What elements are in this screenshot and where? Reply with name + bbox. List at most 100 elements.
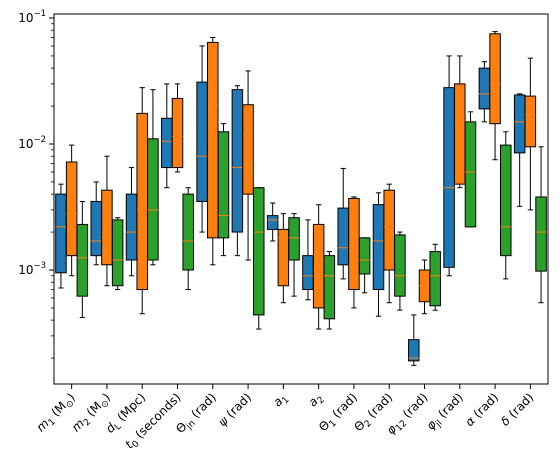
box-phi_jl-0 — [443, 55, 455, 277]
box-delta-2 — [535, 146, 547, 304]
box-phi_jl-2 — [464, 111, 477, 228]
x-label-part: 2 — [316, 395, 327, 406]
box-iqr — [337, 207, 349, 266]
box-theta2-0 — [372, 192, 385, 317]
y-tick-base: 10 — [18, 11, 33, 25]
box-theta1-2 — [358, 237, 371, 294]
box-phi_jl-1 — [454, 55, 466, 189]
x-category-label-psi: ψ (rad) — [215, 390, 254, 429]
box-iqr — [443, 87, 455, 268]
x-category-label-m1: m1 (M⊙) — [34, 390, 80, 436]
box-iqr — [288, 217, 300, 261]
box-iqr — [312, 223, 325, 309]
box-m2-2 — [111, 217, 124, 291]
box-psi-2 — [253, 187, 265, 330]
box-phi12-1 — [418, 259, 431, 315]
box-phi12-2 — [429, 243, 441, 311]
x-label-part: (rad) — [186, 390, 219, 423]
box-iqr — [101, 189, 113, 266]
box-iqr — [171, 97, 184, 169]
box-iqr — [408, 339, 420, 362]
y-tick-label: 10−2 — [18, 135, 46, 151]
box-iqr — [253, 187, 265, 316]
x-label-part: L — [113, 422, 124, 433]
box-iqr — [478, 67, 491, 110]
box-iqr — [182, 193, 194, 271]
x-category-label-alpha: α (rad) — [462, 390, 501, 429]
box-iqr — [111, 219, 124, 287]
y-tick-base: 10 — [18, 137, 33, 151]
box-iqr — [348, 197, 360, 291]
box-iqr — [358, 237, 371, 275]
x-label-part: 1 — [280, 395, 291, 406]
box-iqr — [90, 200, 102, 257]
box-dL-2 — [147, 89, 159, 266]
x-label-part: 1 — [47, 417, 58, 428]
box-phi12-0 — [408, 314, 420, 366]
x-label-part: jl — [433, 419, 444, 430]
box-iqr — [535, 196, 547, 272]
box-iqr — [125, 193, 138, 261]
box-theta_jn-0 — [196, 45, 208, 233]
x-category-label-delta: δ (rad) — [498, 390, 536, 428]
box-m1-2 — [76, 200, 89, 318]
y-tick-exponent: −3 — [33, 261, 46, 271]
box-iqr — [231, 89, 244, 233]
box-iqr — [454, 83, 466, 185]
box-iqr — [161, 117, 173, 169]
box-iqr — [65, 161, 78, 257]
box-a2-0 — [302, 219, 314, 301]
box-iqr — [76, 223, 89, 297]
box-dL-0 — [125, 167, 138, 277]
box-iqr — [464, 121, 477, 228]
x-label-part: (rad) — [327, 390, 360, 423]
box-iqr — [266, 215, 279, 230]
box-a2-1 — [312, 204, 325, 330]
box-theta_jn-1 — [207, 37, 219, 266]
axes-frame — [53, 13, 549, 385]
y-tick-exponent: −1 — [33, 9, 46, 19]
box-m1-0 — [55, 183, 67, 289]
box-m1-1 — [65, 144, 78, 277]
box-iqr — [513, 94, 526, 154]
box-a1-0 — [266, 202, 279, 242]
box-iqr — [429, 251, 441, 307]
box-theta2-1 — [383, 183, 395, 304]
x-label-part: (rad) — [362, 390, 395, 423]
box-theta_jn-2 — [217, 123, 230, 257]
box-t0-2 — [182, 187, 194, 291]
x-label-part: (rad) — [397, 390, 430, 423]
y-tick-label: 10−3 — [18, 261, 46, 277]
box-dL-1 — [136, 87, 148, 315]
box-t0-1 — [171, 83, 184, 173]
x-label-part: 0 — [131, 439, 142, 450]
box-iqr — [242, 104, 254, 195]
box-m2-0 — [90, 181, 102, 266]
box-iqr — [489, 33, 501, 125]
box-iqr — [136, 112, 148, 291]
box-iqr — [207, 41, 219, 239]
y-tick-base: 10 — [18, 263, 33, 277]
box-iqr — [217, 131, 230, 239]
box-iqr — [55, 193, 67, 274]
box-m2-1 — [101, 155, 113, 287]
x-label-part: (rad) — [221, 390, 254, 423]
x-label-part: 2 — [82, 417, 93, 428]
box-iqr — [147, 138, 159, 261]
box-iqr — [500, 144, 512, 257]
plot-area: 10−110−210−3m1 (M⊙)m2 (M⊙)dL (Mpc)t0 (se… — [18, 9, 549, 452]
x-label-part: (rad) — [503, 390, 536, 423]
box-alpha-2 — [500, 131, 512, 280]
x-category-label-a2: a2 — [306, 390, 327, 411]
box-iqr — [372, 204, 385, 291]
x-label-part: 1 — [328, 419, 339, 430]
box-alpha-0 — [478, 61, 491, 123]
box-iqr — [394, 234, 406, 297]
y-tick-label: 10−1 — [18, 9, 46, 25]
box-t0-0 — [161, 83, 173, 189]
y-tick-exponent: −2 — [33, 135, 46, 145]
box-iqr — [383, 189, 395, 271]
box-a1-2 — [288, 213, 300, 297]
box-theta2-2 — [394, 231, 406, 311]
